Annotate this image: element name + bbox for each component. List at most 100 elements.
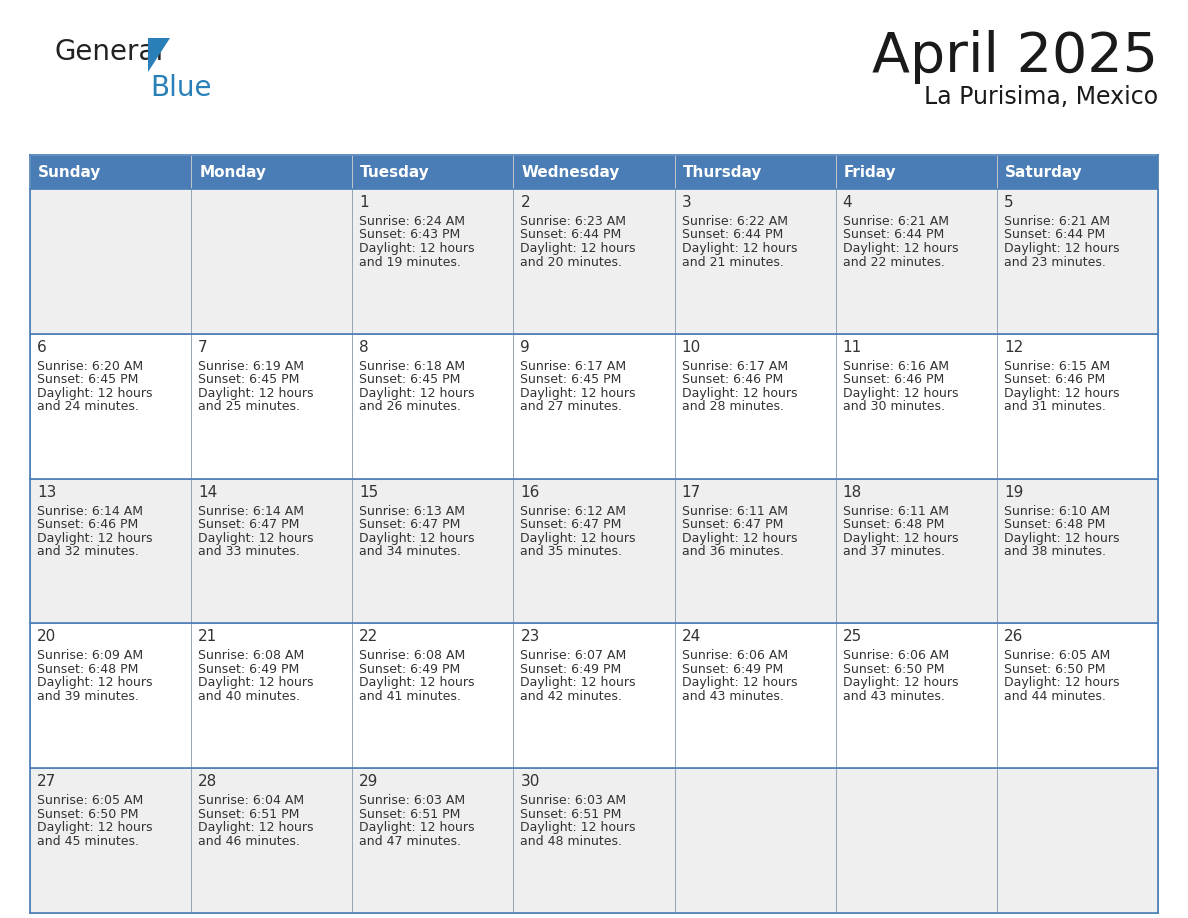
Bar — [353, 478, 513, 623]
Text: Sunset: 6:44 PM: Sunset: 6:44 PM — [520, 229, 621, 241]
Text: Sunrise: 6:18 AM: Sunrise: 6:18 AM — [359, 360, 466, 373]
Text: Saturday: Saturday — [1005, 164, 1082, 180]
Text: 30: 30 — [520, 774, 539, 789]
Bar — [675, 155, 835, 189]
Bar — [30, 768, 191, 913]
Text: Daylight: 12 hours: Daylight: 12 hours — [520, 532, 636, 544]
Text: and 19 minutes.: and 19 minutes. — [359, 255, 461, 268]
Text: 4: 4 — [842, 195, 852, 210]
Text: 1: 1 — [359, 195, 369, 210]
Text: Sunset: 6:47 PM: Sunset: 6:47 PM — [359, 518, 461, 532]
Text: Sunrise: 6:11 AM: Sunrise: 6:11 AM — [682, 505, 788, 518]
Text: 20: 20 — [37, 630, 56, 644]
Text: Sunset: 6:44 PM: Sunset: 6:44 PM — [842, 229, 944, 241]
Text: Sunset: 6:44 PM: Sunset: 6:44 PM — [682, 229, 783, 241]
Text: Daylight: 12 hours: Daylight: 12 hours — [842, 242, 959, 255]
Text: Sunrise: 6:13 AM: Sunrise: 6:13 AM — [359, 505, 466, 518]
Text: 28: 28 — [198, 774, 217, 789]
Text: 2: 2 — [520, 195, 530, 210]
Text: Sunrise: 6:12 AM: Sunrise: 6:12 AM — [520, 505, 626, 518]
Text: Sunrise: 6:21 AM: Sunrise: 6:21 AM — [1004, 215, 1110, 228]
Text: Sunrise: 6:03 AM: Sunrise: 6:03 AM — [520, 794, 626, 807]
Text: 12: 12 — [1004, 340, 1023, 354]
Text: Sunset: 6:48 PM: Sunset: 6:48 PM — [1004, 518, 1105, 532]
Text: Sunset: 6:44 PM: Sunset: 6:44 PM — [1004, 229, 1105, 241]
Bar — [675, 768, 835, 913]
Text: Daylight: 12 hours: Daylight: 12 hours — [198, 822, 314, 834]
Text: Daylight: 12 hours: Daylight: 12 hours — [682, 242, 797, 255]
Text: Sunrise: 6:24 AM: Sunrise: 6:24 AM — [359, 215, 466, 228]
Text: and 40 minutes.: and 40 minutes. — [198, 690, 301, 703]
Text: Sunset: 6:45 PM: Sunset: 6:45 PM — [359, 374, 461, 386]
Text: Daylight: 12 hours: Daylight: 12 hours — [359, 677, 475, 689]
Text: 17: 17 — [682, 485, 701, 499]
Text: and 32 minutes.: and 32 minutes. — [37, 545, 139, 558]
Bar — [353, 334, 513, 478]
Text: and 37 minutes.: and 37 minutes. — [842, 545, 944, 558]
Bar — [353, 623, 513, 768]
Text: and 45 minutes.: and 45 minutes. — [37, 834, 139, 847]
Text: Sunrise: 6:04 AM: Sunrise: 6:04 AM — [198, 794, 304, 807]
Bar — [513, 155, 675, 189]
Text: Sunrise: 6:07 AM: Sunrise: 6:07 AM — [520, 649, 627, 663]
Text: 22: 22 — [359, 630, 379, 644]
Text: Daylight: 12 hours: Daylight: 12 hours — [198, 532, 314, 544]
Bar — [835, 478, 997, 623]
Text: Monday: Monday — [200, 164, 266, 180]
Bar — [191, 155, 353, 189]
Text: Daylight: 12 hours: Daylight: 12 hours — [37, 822, 152, 834]
Text: Daylight: 12 hours: Daylight: 12 hours — [1004, 386, 1119, 400]
Text: Sunrise: 6:17 AM: Sunrise: 6:17 AM — [520, 360, 626, 373]
Text: Sunrise: 6:16 AM: Sunrise: 6:16 AM — [842, 360, 949, 373]
Text: Daylight: 12 hours: Daylight: 12 hours — [520, 386, 636, 400]
Bar — [191, 478, 353, 623]
Text: and 35 minutes.: and 35 minutes. — [520, 545, 623, 558]
Bar — [835, 155, 997, 189]
Text: Sunrise: 6:11 AM: Sunrise: 6:11 AM — [842, 505, 949, 518]
Text: 10: 10 — [682, 340, 701, 354]
Text: Sunrise: 6:05 AM: Sunrise: 6:05 AM — [1004, 649, 1110, 663]
Bar — [353, 768, 513, 913]
Text: Daylight: 12 hours: Daylight: 12 hours — [1004, 242, 1119, 255]
Bar — [353, 189, 513, 334]
Text: Sunrise: 6:14 AM: Sunrise: 6:14 AM — [37, 505, 143, 518]
Text: Daylight: 12 hours: Daylight: 12 hours — [1004, 677, 1119, 689]
Text: 13: 13 — [37, 485, 56, 499]
Bar — [513, 623, 675, 768]
Text: Daylight: 12 hours: Daylight: 12 hours — [842, 677, 959, 689]
Bar — [30, 189, 191, 334]
Text: and 33 minutes.: and 33 minutes. — [198, 545, 301, 558]
Text: Sunset: 6:48 PM: Sunset: 6:48 PM — [37, 663, 138, 676]
Text: 18: 18 — [842, 485, 862, 499]
Text: 21: 21 — [198, 630, 217, 644]
Bar — [191, 189, 353, 334]
Text: Sunrise: 6:15 AM: Sunrise: 6:15 AM — [1004, 360, 1110, 373]
Text: 6: 6 — [37, 340, 46, 354]
Polygon shape — [148, 38, 170, 72]
Bar — [513, 334, 675, 478]
Bar — [30, 478, 191, 623]
Text: Daylight: 12 hours: Daylight: 12 hours — [359, 242, 475, 255]
Text: Sunday: Sunday — [38, 164, 101, 180]
Bar — [353, 155, 513, 189]
Text: Sunset: 6:45 PM: Sunset: 6:45 PM — [520, 374, 621, 386]
Text: 3: 3 — [682, 195, 691, 210]
Text: and 38 minutes.: and 38 minutes. — [1004, 545, 1106, 558]
Text: and 48 minutes.: and 48 minutes. — [520, 834, 623, 847]
Bar — [513, 768, 675, 913]
Bar — [191, 768, 353, 913]
Text: 19: 19 — [1004, 485, 1023, 499]
Text: Daylight: 12 hours: Daylight: 12 hours — [198, 386, 314, 400]
Bar — [997, 623, 1158, 768]
Text: and 23 minutes.: and 23 minutes. — [1004, 255, 1106, 268]
Text: Daylight: 12 hours: Daylight: 12 hours — [520, 822, 636, 834]
Text: and 21 minutes.: and 21 minutes. — [682, 255, 783, 268]
Bar — [30, 155, 191, 189]
Text: Sunrise: 6:03 AM: Sunrise: 6:03 AM — [359, 794, 466, 807]
Text: Sunset: 6:48 PM: Sunset: 6:48 PM — [842, 518, 944, 532]
Bar — [675, 623, 835, 768]
Text: Daylight: 12 hours: Daylight: 12 hours — [37, 677, 152, 689]
Text: Sunrise: 6:23 AM: Sunrise: 6:23 AM — [520, 215, 626, 228]
Text: and 43 minutes.: and 43 minutes. — [842, 690, 944, 703]
Text: Sunrise: 6:19 AM: Sunrise: 6:19 AM — [198, 360, 304, 373]
